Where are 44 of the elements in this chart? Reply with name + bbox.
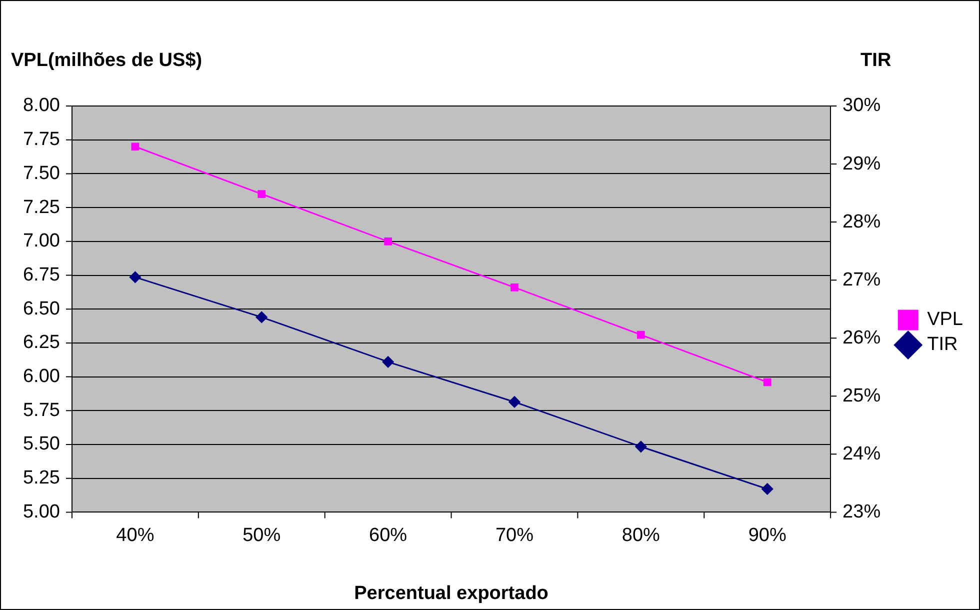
point [763, 378, 772, 386]
x-tick-label: 60% [369, 524, 408, 546]
y-tick-label: 5.50 [22, 434, 60, 455]
point [508, 396, 520, 408]
x-tick-label: 70% [495, 524, 534, 546]
point [258, 190, 266, 198]
point [762, 483, 774, 495]
y-tick-label: 7.00 [22, 230, 60, 252]
x-tick-label: 40% [116, 524, 154, 546]
point [635, 440, 647, 452]
y2-tick-label: 25% [842, 385, 881, 406]
legend-label: VPL [927, 309, 964, 330]
point [636, 330, 645, 339]
y-tick-label: 5.75 [22, 400, 60, 421]
y-tick-label: 7.75 [22, 129, 60, 150]
y-tick-label: 7.50 [22, 162, 60, 184]
y-tick-label: 5.25 [22, 468, 60, 489]
y2-tick-label: 23% [842, 501, 881, 522]
y2-tick-label: 28% [842, 211, 881, 232]
y-tick-label: 7.25 [22, 196, 60, 218]
y-tick-label: 6.00 [22, 366, 60, 388]
y-axis-title: VPL(milhões de US$) [11, 50, 202, 71]
x-tick-label: 50% [242, 524, 281, 546]
point [131, 142, 140, 151]
point [129, 271, 141, 283]
point [384, 237, 392, 246]
y-tick-label: 8.00 [22, 95, 60, 116]
x-tick-label: 90% [748, 524, 786, 546]
y-tick-label: 6.75 [22, 264, 60, 286]
point [382, 356, 394, 368]
legend-label: TIR [927, 334, 958, 356]
y2-tick-label: 29% [842, 153, 881, 174]
y-tick-label: 6.25 [22, 332, 60, 354]
y-tick-label: 6.50 [22, 298, 60, 320]
y2-axis-title: TIR [860, 50, 892, 71]
y2-tick-label: 24% [842, 443, 881, 464]
y-tick-label: 5.00 [22, 501, 60, 522]
point [256, 311, 268, 323]
y2-tick-label: 30% [842, 95, 881, 116]
x-tick-label: 80% [622, 524, 660, 546]
y2-tick-label: 26% [842, 327, 881, 348]
x-axis-title: Percentual exportado [354, 583, 548, 604]
point [510, 284, 518, 292]
y2-tick-label: 27% [842, 269, 881, 290]
